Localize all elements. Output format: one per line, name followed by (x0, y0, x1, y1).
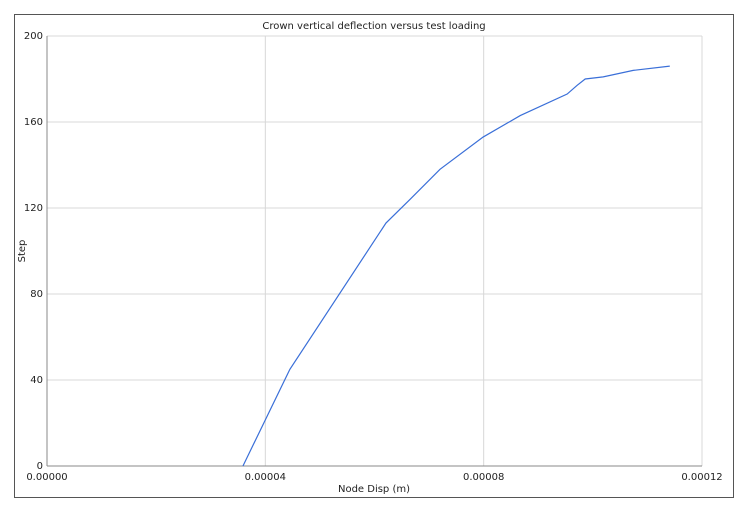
x-tick-label: 0.00004 (245, 472, 286, 483)
x-tick-label: 0.00012 (681, 472, 722, 483)
data-line (242, 65, 670, 467)
y-tick-label: 120 (24, 203, 43, 214)
x-tick-label: 0.00000 (26, 472, 67, 483)
y-tick-label: 160 (24, 117, 43, 128)
x-tick-label: 0.00008 (463, 472, 504, 483)
x-axis-label: Node Disp (m) (338, 484, 410, 495)
y-tick-label: 200 (24, 31, 43, 42)
y-tick-label: 40 (30, 375, 43, 386)
y-axis-label: Step (17, 240, 28, 263)
y-tick-label: 0 (37, 461, 43, 472)
y-tick-label: 80 (30, 289, 43, 300)
chart-title: Crown vertical deflection versus test lo… (262, 21, 485, 32)
frame (14, 14, 734, 498)
